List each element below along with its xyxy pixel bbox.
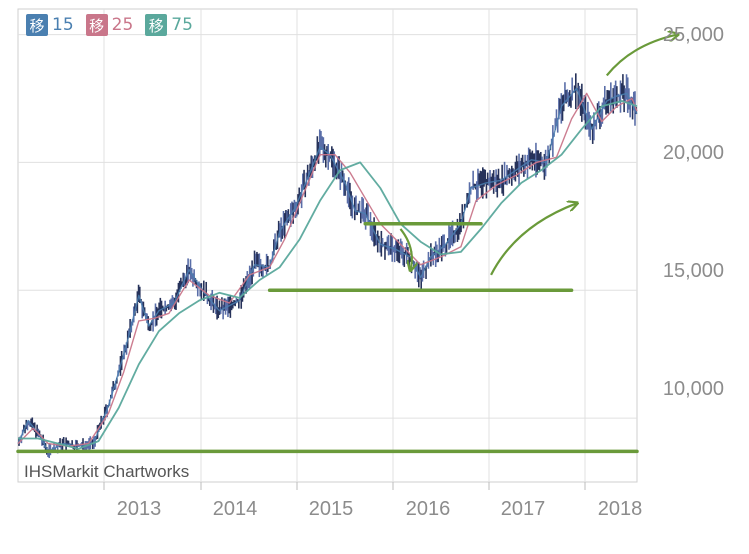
x-tick-label: 2015	[308, 498, 354, 520]
x-tick-label: 2017	[500, 498, 546, 520]
legend-label-25: 25	[111, 15, 134, 35]
y-tick-label: 25,000	[662, 24, 724, 46]
legend-item-75[interactable]: 移 75	[145, 14, 193, 36]
chart-legend: 移 15 移 25 移 75	[26, 14, 193, 36]
chart-watermark: IHSMarkit Chartworks	[24, 462, 190, 481]
legend-swatch-75: 移	[145, 14, 168, 36]
legend-item-25[interactable]: 移 25	[85, 14, 134, 36]
legend-item-15[interactable]: 移 15	[26, 14, 74, 36]
y-tick-label: 15,000	[662, 260, 724, 282]
series-line-25	[17, 92, 638, 447]
legend-swatch-15: 移	[26, 14, 48, 36]
y-tick-label: 20,000	[662, 142, 724, 164]
x-tick-label: 2014	[212, 498, 258, 520]
legend-label-15: 15	[52, 15, 74, 35]
legend-swatch-25: 移	[85, 14, 108, 36]
annotation-arrow	[605, 35, 677, 77]
series-line-15	[17, 87, 638, 452]
x-tick-label: 2016	[405, 498, 451, 520]
annotation-arrow	[490, 203, 577, 276]
legend-label-75: 75	[171, 15, 193, 35]
x-tick-label: 2018	[597, 498, 643, 520]
plot-frame	[17, 8, 638, 483]
series-line-75	[18, 100, 638, 450]
annotation-arrow	[399, 228, 411, 270]
x-tick-label: 2013	[116, 498, 162, 520]
y-tick-label: 10,000	[662, 378, 724, 400]
